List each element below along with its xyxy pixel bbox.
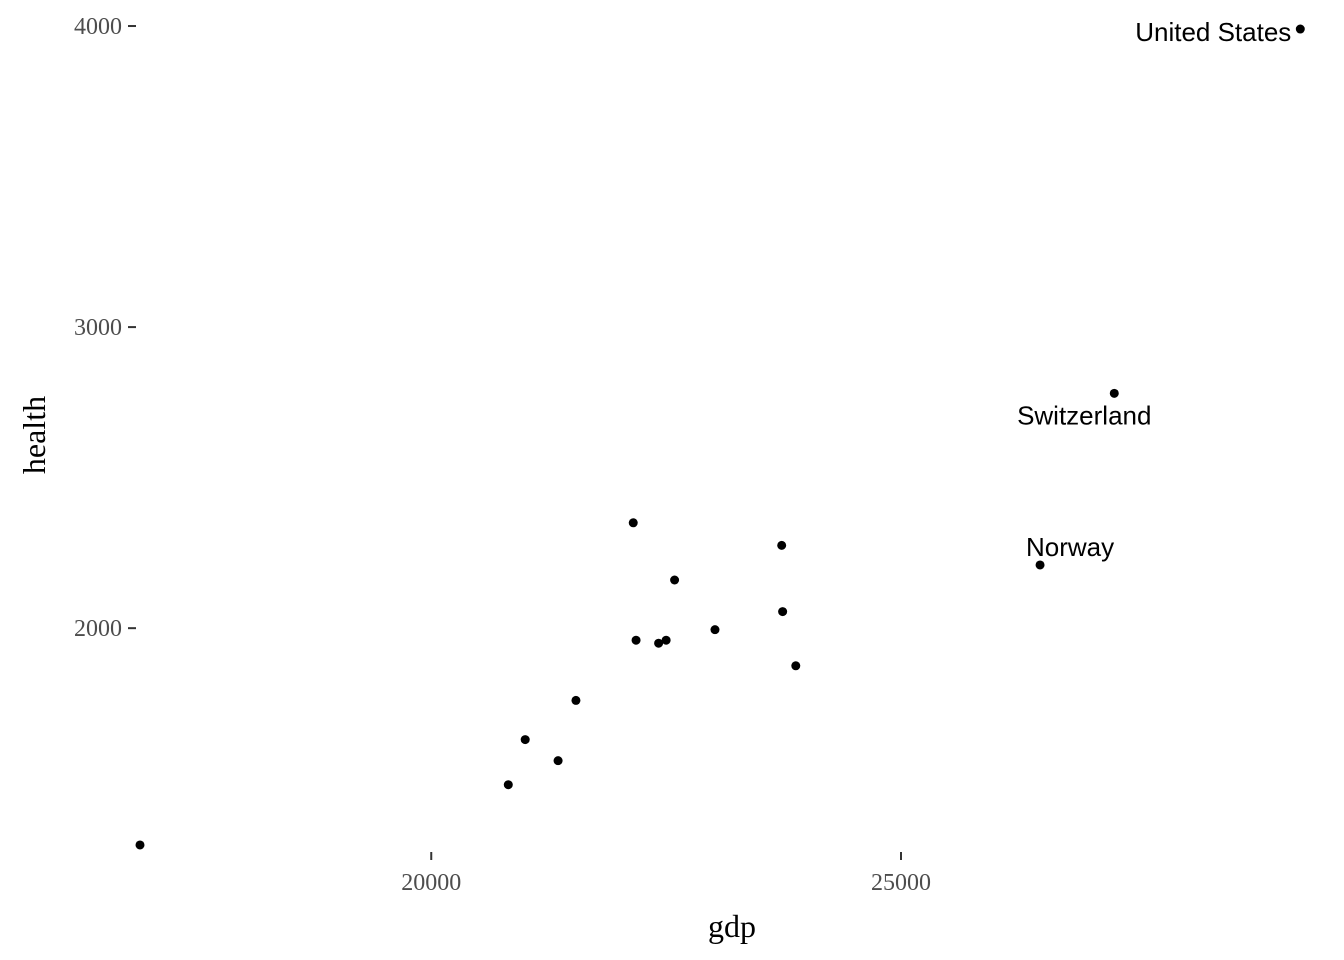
data-point <box>777 540 787 550</box>
y-tick-label: 4000 <box>74 14 122 40</box>
y-axis: 2000 3000 4000 <box>74 14 136 642</box>
point-label: Norway <box>1026 532 1114 562</box>
point-label: United States <box>1135 17 1291 47</box>
data-point <box>791 661 801 671</box>
point-label: Switzerland <box>1017 400 1151 430</box>
data-point <box>1035 560 1045 570</box>
data-points <box>135 24 1305 850</box>
point-labels: Norway Switzerland United States <box>1017 17 1291 562</box>
y-axis-title: health <box>16 396 52 474</box>
x-tick-label: 20000 <box>401 870 461 896</box>
y-tick-label: 2000 <box>74 616 122 642</box>
data-point <box>135 840 145 850</box>
x-axis-title: gdp <box>708 908 756 944</box>
data-point <box>628 518 638 528</box>
y-tick-label: 3000 <box>74 315 122 341</box>
data-point <box>654 638 664 648</box>
data-point <box>1109 388 1119 398</box>
data-point <box>553 756 563 766</box>
data-point <box>778 607 788 617</box>
data-point <box>571 695 581 705</box>
data-point <box>670 575 680 585</box>
x-axis: 20000 25000 <box>401 852 931 896</box>
data-point <box>1295 24 1305 34</box>
data-point <box>661 635 671 645</box>
data-point <box>520 735 530 745</box>
data-point <box>710 625 720 635</box>
data-point <box>503 780 513 790</box>
data-point <box>631 635 641 645</box>
x-tick-label: 25000 <box>871 870 931 896</box>
